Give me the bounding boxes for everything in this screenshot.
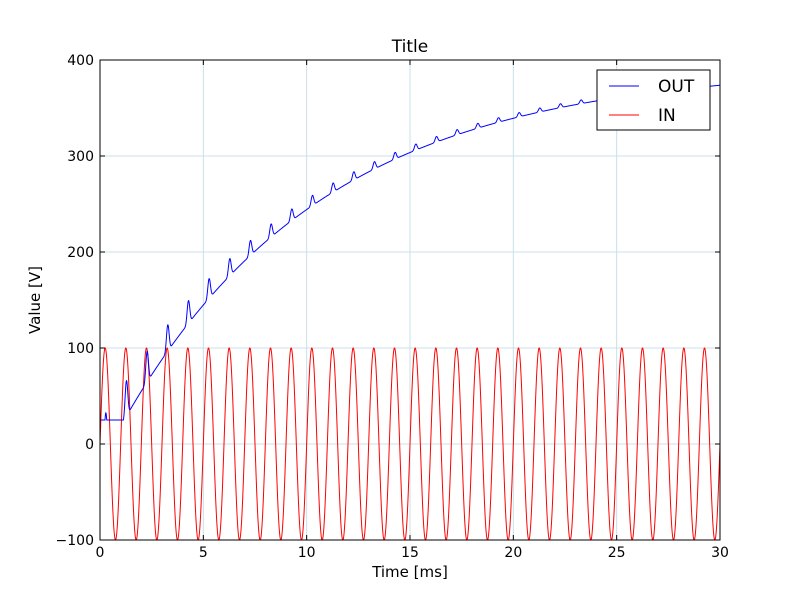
x-tick-label: 25	[608, 545, 626, 561]
y-axis-label: Value [V]	[26, 266, 44, 334]
y-tick-label: 400	[67, 53, 94, 69]
legend: OUT IN	[596, 69, 711, 131]
y-tick-label: −100	[56, 533, 94, 549]
series-line-in	[100, 347, 720, 540]
x-tick-label: 20	[504, 545, 522, 561]
y-tick-label: 0	[85, 437, 94, 453]
legend-label-out: OUT	[658, 77, 695, 97]
chart-title: Title	[391, 37, 428, 57]
x-tick-label: 10	[298, 545, 316, 561]
legend-box	[596, 69, 711, 131]
x-tick-label: 0	[96, 545, 105, 561]
x-tick-label: 5	[199, 545, 208, 561]
legend-label-in: IN	[658, 106, 676, 126]
y-tick-label: 200	[67, 245, 94, 261]
x-tick-label: 30	[711, 545, 729, 561]
y-tick-label: 100	[67, 341, 94, 357]
y-tick-label: 300	[67, 149, 94, 165]
x-axis-label: Time [ms]	[371, 563, 448, 581]
x-tick-label: 15	[401, 545, 419, 561]
